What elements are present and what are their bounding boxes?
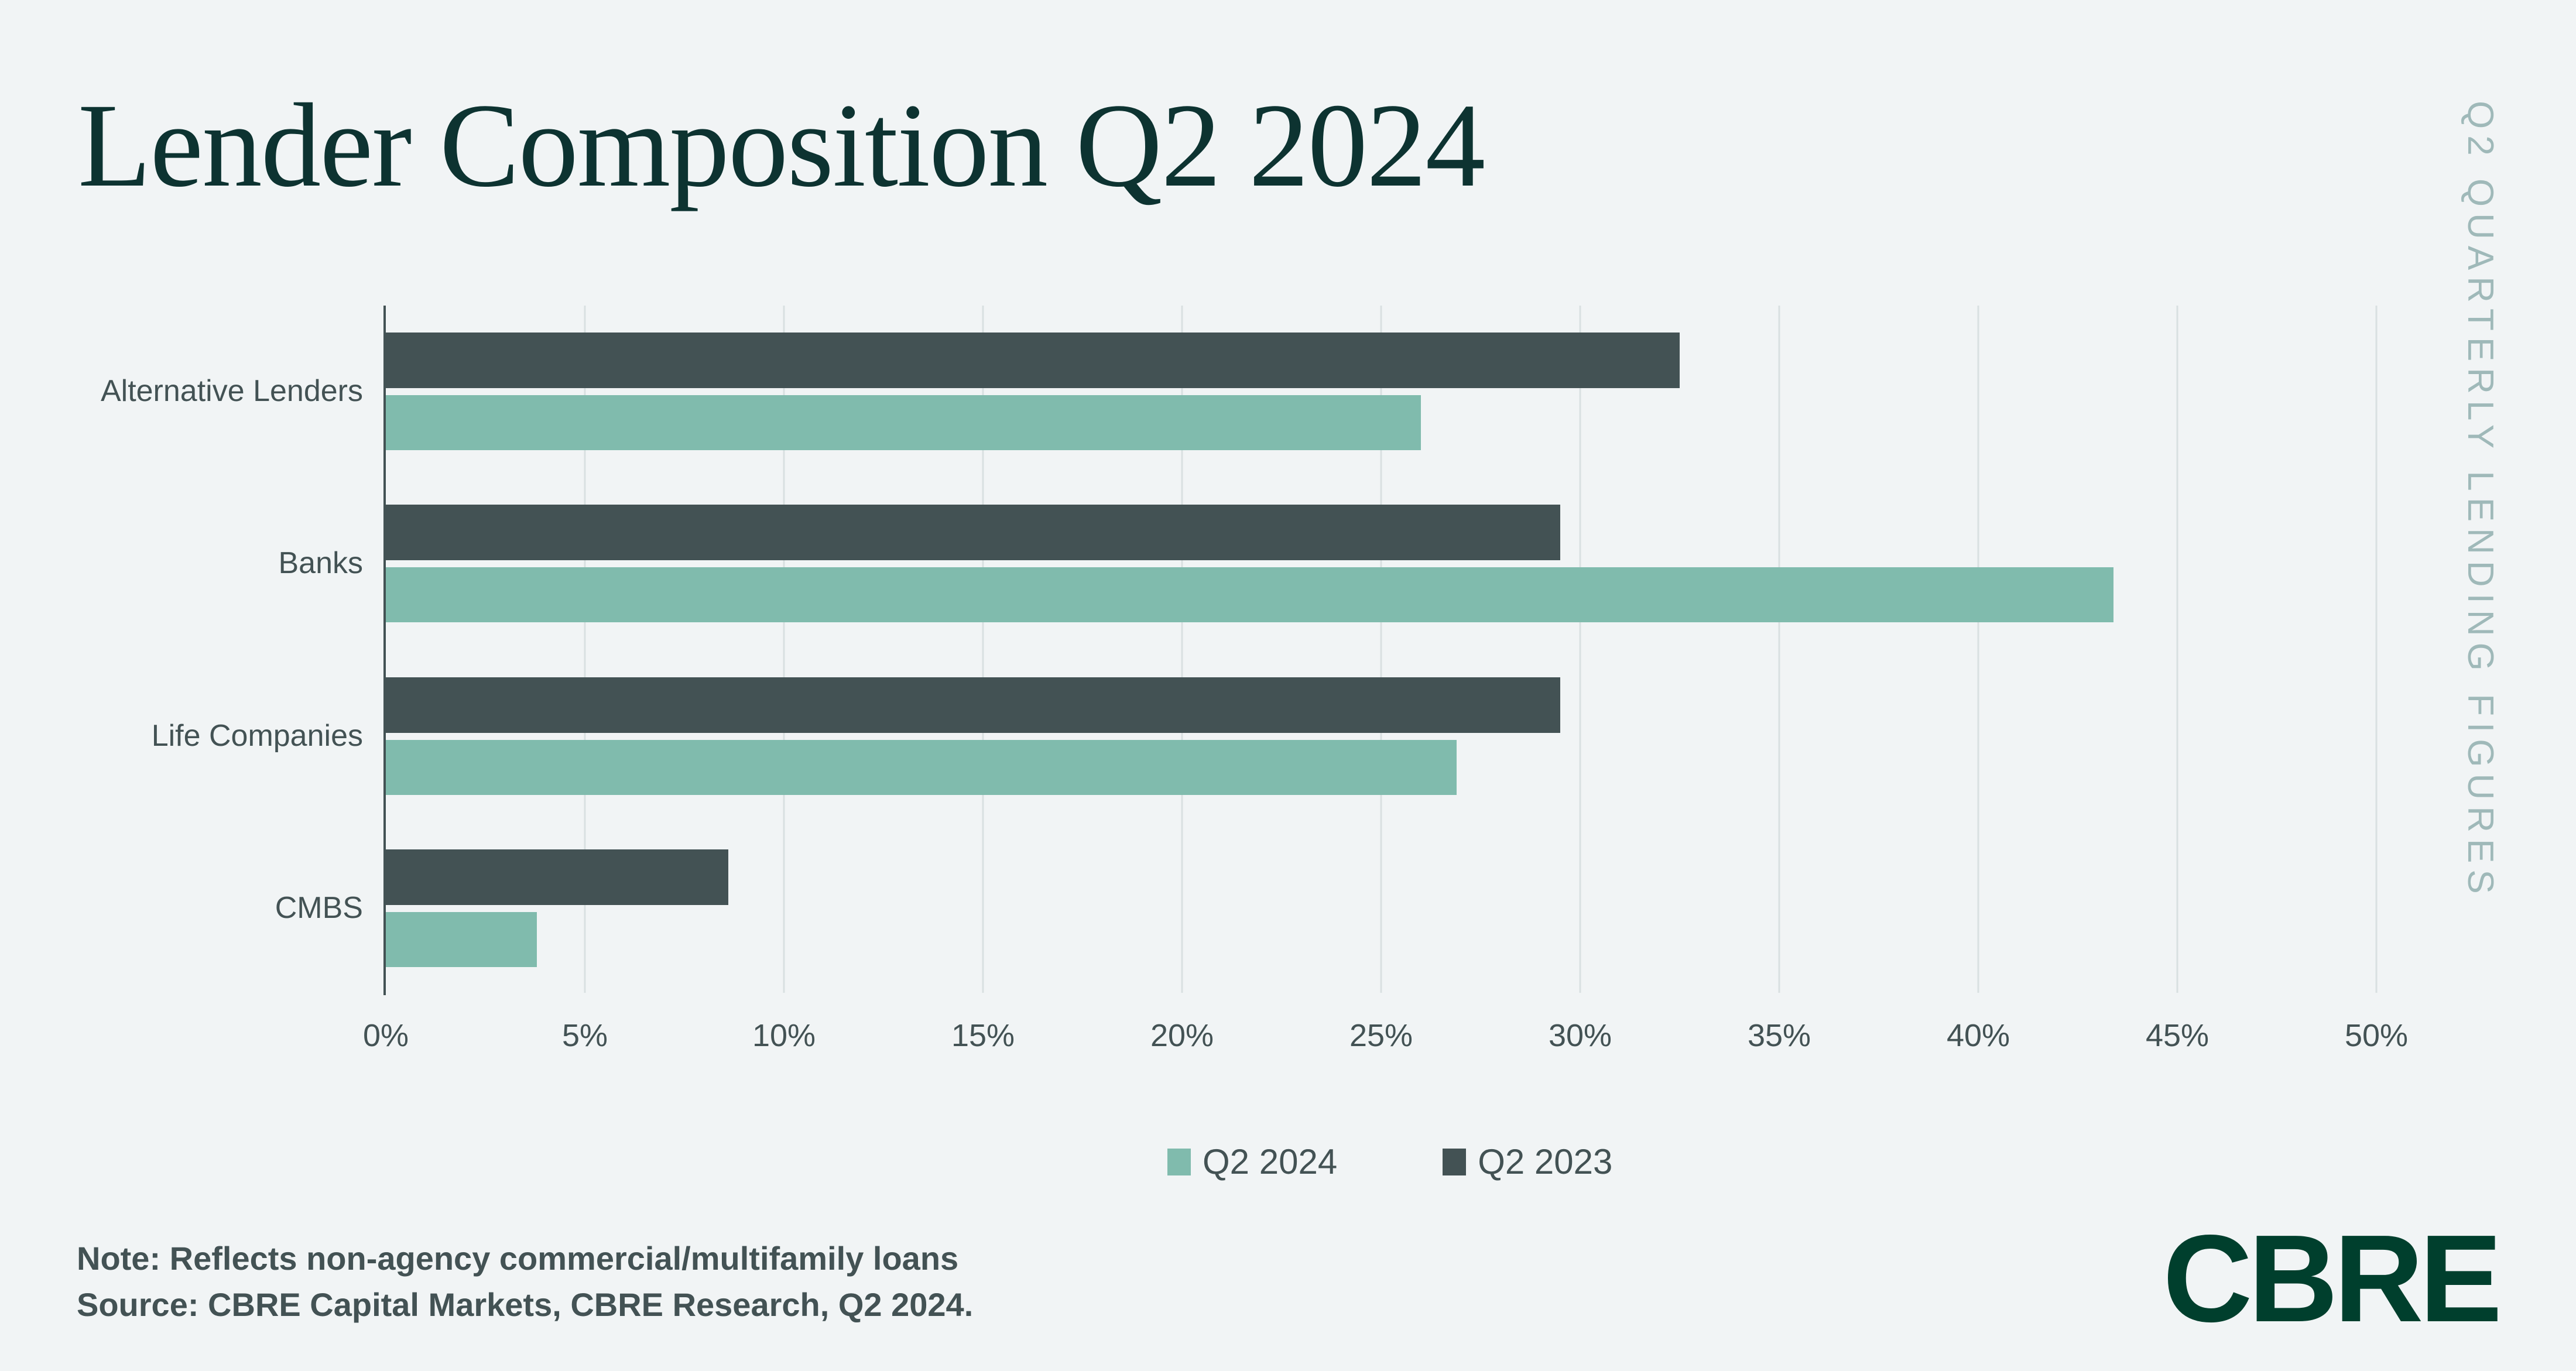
x-tick-label: 20%	[1150, 1018, 1214, 1053]
legend-label: Q2 2023	[1478, 1142, 1613, 1181]
x-tick-label: 5%	[561, 1018, 608, 1053]
bar-q2-2024	[386, 567, 2114, 622]
gridline	[1181, 306, 1183, 993]
bar-group	[386, 333, 2376, 451]
gridline	[783, 306, 785, 993]
bar-q2-2023	[386, 505, 1560, 560]
x-tick-label: 35%	[1747, 1018, 1811, 1053]
bar-group	[386, 505, 2376, 623]
x-tick-label: 25%	[1349, 1018, 1413, 1053]
chart-legend: Q2 2024 Q2 2023	[1167, 1142, 1612, 1182]
x-tick-label: 0%	[362, 1018, 409, 1053]
category-label: Life Companies	[151, 719, 363, 753]
gridline	[1977, 306, 1979, 993]
x-tick-label: 15%	[951, 1018, 1015, 1053]
legend-label: Q2 2024	[1203, 1142, 1338, 1181]
bar-q2-2023	[386, 333, 1680, 388]
bar-group	[386, 849, 2376, 968]
x-tick-label: 45%	[2145, 1018, 2210, 1053]
legend-swatch	[1167, 1148, 1191, 1175]
bar-q2-2024	[386, 740, 1457, 795]
footnote-block: Note: Reflects non-agency commercial/mul…	[77, 1235, 973, 1328]
category-label: CMBS	[275, 891, 363, 925]
side-vertical-label: Q2 QUARTERLY LENDING FIGURES	[2460, 101, 2500, 900]
cbre-logo: CBRE	[2163, 1209, 2502, 1348]
x-tick-label: 30%	[1548, 1018, 1612, 1053]
bar-q2-2024	[386, 395, 1421, 450]
category-label: Banks	[278, 546, 363, 580]
bar-chart-plot	[383, 306, 2378, 995]
x-tick-label: 10%	[752, 1018, 816, 1053]
gridline	[2176, 306, 2178, 993]
y-axis-category-labels: Alternative Lenders Banks Life Companies CM…	[0, 306, 363, 993]
bar-q2-2023	[386, 677, 1560, 733]
bar-group	[386, 677, 2376, 796]
category-label: Alternative Lenders	[100, 374, 363, 408]
x-tick-label: 40%	[1946, 1018, 2010, 1053]
source-text: Source: CBRE Capital Markets, CBRE Resea…	[77, 1286, 974, 1323]
gridline	[982, 306, 984, 993]
page-title: Lender Composition Q2 2024	[78, 79, 1485, 212]
legend-item: Q2 2024	[1167, 1142, 1337, 1182]
legend-item: Q2 2023	[1443, 1142, 1612, 1182]
y-axis-line	[383, 306, 386, 995]
bar-q2-2023	[386, 849, 728, 905]
bar-q2-2024	[386, 912, 537, 967]
gridline	[1778, 306, 1780, 993]
note-text: Note: Reflects non-agency commercial/mul…	[77, 1240, 959, 1277]
gridline	[2375, 306, 2378, 993]
gridline	[1579, 306, 1581, 993]
x-tick-label: 50%	[2344, 1018, 2409, 1053]
x-axis-tick-labels: 0% 5% 10% 15% 20% 25% 30% 35% 40% 45% 50%	[363, 1017, 2408, 1064]
gridline	[584, 306, 586, 993]
gridline	[1380, 306, 1382, 993]
legend-swatch	[1443, 1148, 1467, 1175]
